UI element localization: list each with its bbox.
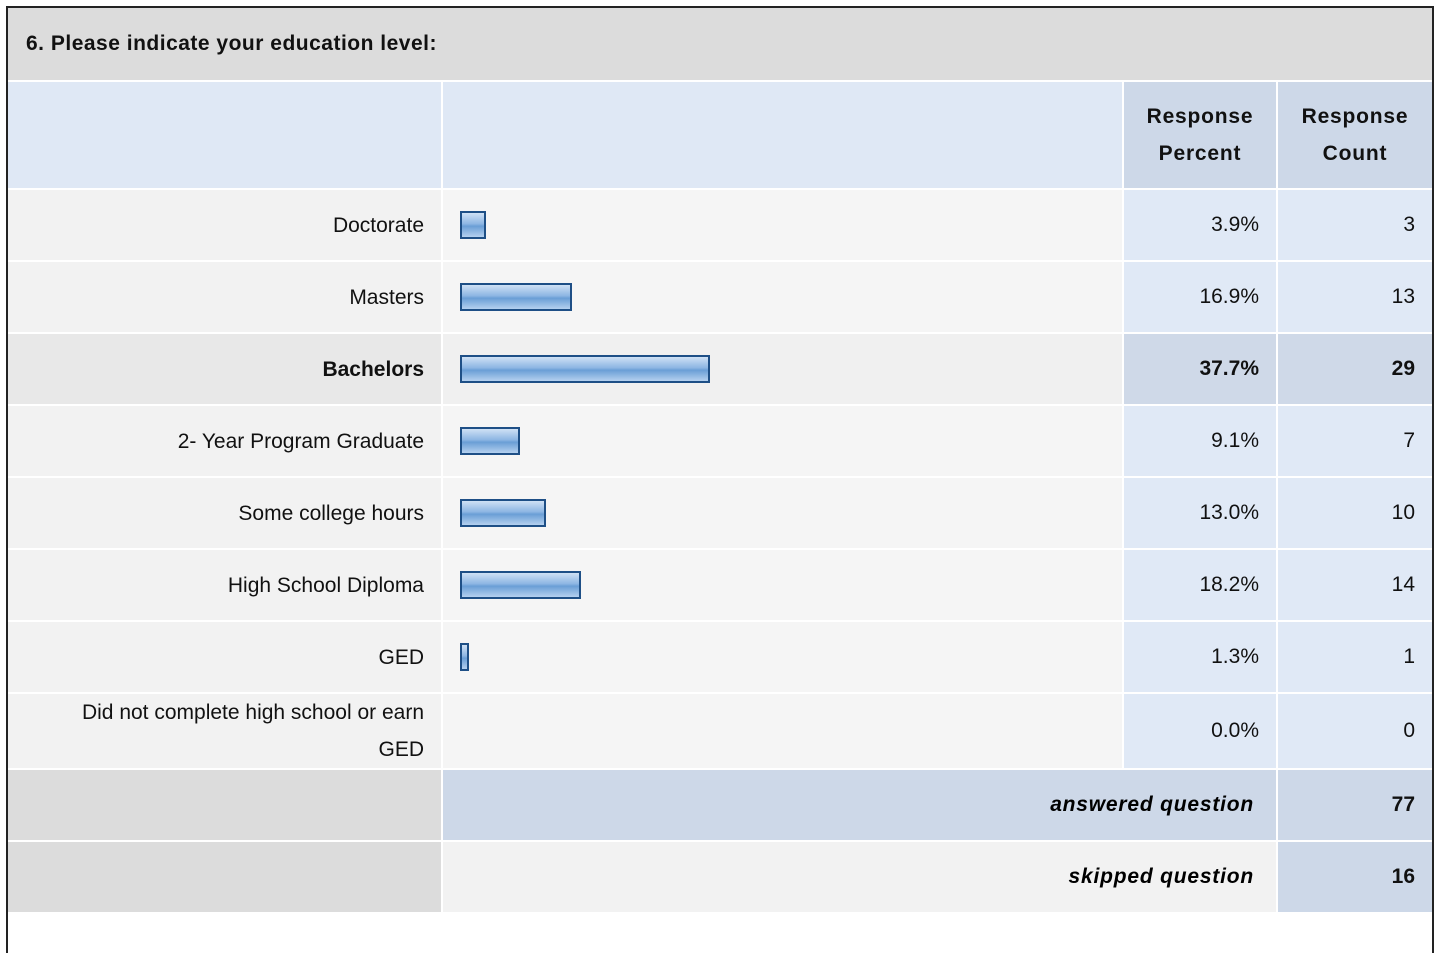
rows: Doctorate 3.9% 3 Masters 16.9% 13 Bachelors 37.… [8, 190, 1432, 768]
bar [460, 355, 710, 383]
response-count: 1 [1278, 622, 1432, 692]
survey-table: 6. Please indicate your education level:… [6, 6, 1434, 953]
data-row: Some college hours 13.0% 10 [8, 478, 1432, 548]
row-label: 2- Year Program Graduate [8, 406, 441, 476]
bar-cell [443, 190, 1122, 260]
response-count: 3 [1278, 190, 1432, 260]
row-label: Masters [8, 262, 441, 332]
bar-cell [443, 622, 1122, 692]
response-count: 29 [1278, 334, 1432, 404]
data-row: Doctorate 3.9% 3 [8, 190, 1432, 260]
response-percent: 0.0% [1124, 694, 1276, 768]
response-count: 13 [1278, 262, 1432, 332]
bar [460, 283, 573, 311]
response-count: 10 [1278, 478, 1432, 548]
data-row: High School Diploma 18.2% 14 [8, 550, 1432, 620]
header-blank [8, 82, 441, 188]
answered-row: answered question 77 [8, 770, 1432, 840]
response-count: 7 [1278, 406, 1432, 476]
skipped-row: skipped question 16 [8, 842, 1432, 912]
row-label: Did not complete high school or earn GED [8, 694, 441, 768]
footer-blank [8, 770, 441, 840]
bar [460, 643, 469, 671]
header-row: Response Percent Response Count [8, 82, 1432, 188]
answered-count: 77 [1278, 770, 1432, 840]
response-percent: 9.1% [1124, 406, 1276, 476]
bar [460, 571, 581, 599]
footer-blank [8, 842, 441, 912]
data-row: 2- Year Program Graduate 9.1% 7 [8, 406, 1432, 476]
response-percent: 16.9% [1124, 262, 1276, 332]
data-row: Did not complete high school or earn GED… [8, 694, 1432, 768]
bar [460, 427, 521, 455]
data-row: Masters 16.9% 13 [8, 262, 1432, 332]
row-label: GED [8, 622, 441, 692]
bar-cell [443, 550, 1122, 620]
skipped-count: 16 [1278, 842, 1432, 912]
answered-label: answered question [443, 770, 1276, 840]
bar-cell [443, 262, 1122, 332]
response-count: 14 [1278, 550, 1432, 620]
row-label: High School Diploma [8, 550, 441, 620]
skipped-label: skipped question [443, 842, 1276, 912]
response-percent: 18.2% [1124, 550, 1276, 620]
header-percent: Response Percent [1124, 82, 1276, 188]
bar-cell [443, 334, 1122, 404]
data-row: GED 1.3% 1 [8, 622, 1432, 692]
bar-cell [443, 406, 1122, 476]
question-title: 6. Please indicate your education level: [8, 8, 1432, 80]
bar [460, 211, 486, 239]
response-percent: 1.3% [1124, 622, 1276, 692]
data-row: Bachelors 37.7% 29 [8, 334, 1432, 404]
header-blank [443, 82, 1122, 188]
response-percent: 3.9% [1124, 190, 1276, 260]
header-count: Response Count [1278, 82, 1432, 188]
bar [460, 499, 547, 527]
bar-cell [443, 478, 1122, 548]
row-label: Doctorate [8, 190, 441, 260]
response-percent: 37.7% [1124, 334, 1276, 404]
response-percent: 13.0% [1124, 478, 1276, 548]
row-label: Some college hours [8, 478, 441, 548]
response-count: 0 [1278, 694, 1432, 768]
bar-cell [443, 694, 1122, 768]
row-label: Bachelors [8, 334, 441, 404]
